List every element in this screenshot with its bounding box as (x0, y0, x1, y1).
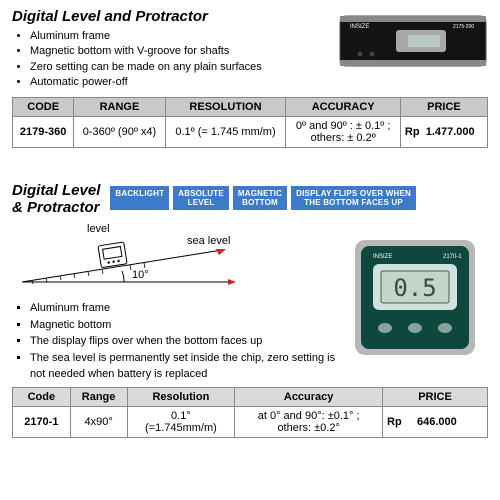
table-row: 2170-1 4x90° 0.1° (=1.745mm/m) at 0° and… (13, 406, 488, 437)
svg-text:INSIZE: INSIZE (373, 254, 392, 260)
bullet: Aluminum frame (30, 29, 262, 44)
cell-resolution: 0.1º (= 1.745 mm/m) (165, 116, 286, 147)
product2-title: Digital Level & Protractor (12, 182, 100, 217)
table-row: 2179-360 0-360º (90º x4) 0.1º (= 1.745 m… (13, 116, 488, 147)
product2-header: Digital Level & Protractor BACKLIGHT ABS… (12, 182, 488, 217)
svg-text:2175-200: 2175-200 (453, 24, 474, 30)
product1-text: Digital Level and Protractor Aluminum fr… (12, 8, 262, 91)
bullet: Aluminum frame (30, 300, 337, 317)
col-accuracy: ACCURACY (286, 97, 401, 116)
bullet: The display flips over when the bottom f… (30, 333, 337, 350)
product1-header: Digital Level and Protractor Aluminum fr… (12, 8, 488, 91)
product2-mid: level 10° sea level Aluminum frame Magne… (12, 222, 488, 383)
product1-title: Digital Level and Protractor (12, 8, 262, 25)
sea-label: sea level (187, 235, 230, 247)
badge-row: BACKLIGHT ABSOLUTE LEVEL MAGNETIC BOTTOM… (110, 186, 416, 210)
cell-accuracy: at 0° and 90°: ±0.1° ; others: ±0.2° (235, 406, 383, 437)
bullet: Automatic power-off (30, 75, 262, 90)
badge-magnetic: MAGNETIC BOTTOM (233, 186, 287, 210)
product2-table: Code Range Resolution Accuracy PRICE 217… (12, 387, 488, 438)
col-resolution: RESOLUTION (165, 97, 286, 116)
cell-range: 0-360º (90º x4) (74, 116, 165, 147)
col-resolution: Resolution (127, 387, 235, 406)
product2-device-col: 0.5 INSIZE 2170-1 (343, 222, 488, 371)
product1-table: CODE RANGE RESOLUTION ACCURACY PRICE 217… (12, 97, 488, 148)
product1-device-image: INSIZE 2175-200 (338, 8, 488, 76)
badge-absolute: ABSOLUTE LEVEL (173, 186, 229, 210)
bullet: Magnetic bottom (30, 317, 337, 334)
badge-backlight: BACKLIGHT (110, 186, 169, 210)
col-price: PRICE (383, 387, 488, 406)
angle-diagram: level 10° sea level (12, 222, 247, 297)
cell-price: Rp 1.477.000 (400, 116, 487, 147)
product2-device-image: 0.5 INSIZE 2170-1 (343, 228, 488, 368)
cell-price: Rp 646.000 (383, 406, 488, 437)
display-value: 0.5 (393, 274, 436, 302)
cell-resolution: 0.1° (=1.745mm/m) (127, 406, 235, 437)
bullet: Zero setting can be made on any plain su… (30, 60, 262, 75)
col-code: CODE (13, 97, 74, 116)
col-accuracy: Accuracy (235, 387, 383, 406)
badge-flip: DISPLAY FLIPS OVER WHEN THE BOTTOM FACES… (291, 186, 416, 210)
bullet: Magnetic bottom with V-groove for shafts (30, 44, 262, 59)
product1-bullets: Aluminum frame Magnetic bottom with V-gr… (30, 29, 262, 91)
col-range: RANGE (74, 97, 165, 116)
level-label: level (87, 223, 110, 235)
cell-accuracy: 0º and 90º : ± 0.1º ; others: ± 0.2º (286, 116, 401, 147)
svg-text:INSIZE: INSIZE (350, 24, 369, 30)
angle-value: 10° (132, 269, 149, 281)
bullet: The sea level is permanently set inside … (30, 350, 337, 383)
cell-range: 4x90° (70, 406, 127, 437)
cell-code: 2179-360 (13, 116, 74, 147)
col-range: Range (70, 387, 127, 406)
product2-bullets: Aluminum frame Magnetic bottom The displ… (30, 300, 337, 383)
svg-text:2170-1: 2170-1 (443, 254, 462, 260)
cell-code: 2170-1 (13, 406, 71, 437)
col-price: PRICE (400, 97, 487, 116)
col-code: Code (13, 387, 71, 406)
product2-left: level 10° sea level Aluminum frame Magne… (12, 222, 337, 383)
